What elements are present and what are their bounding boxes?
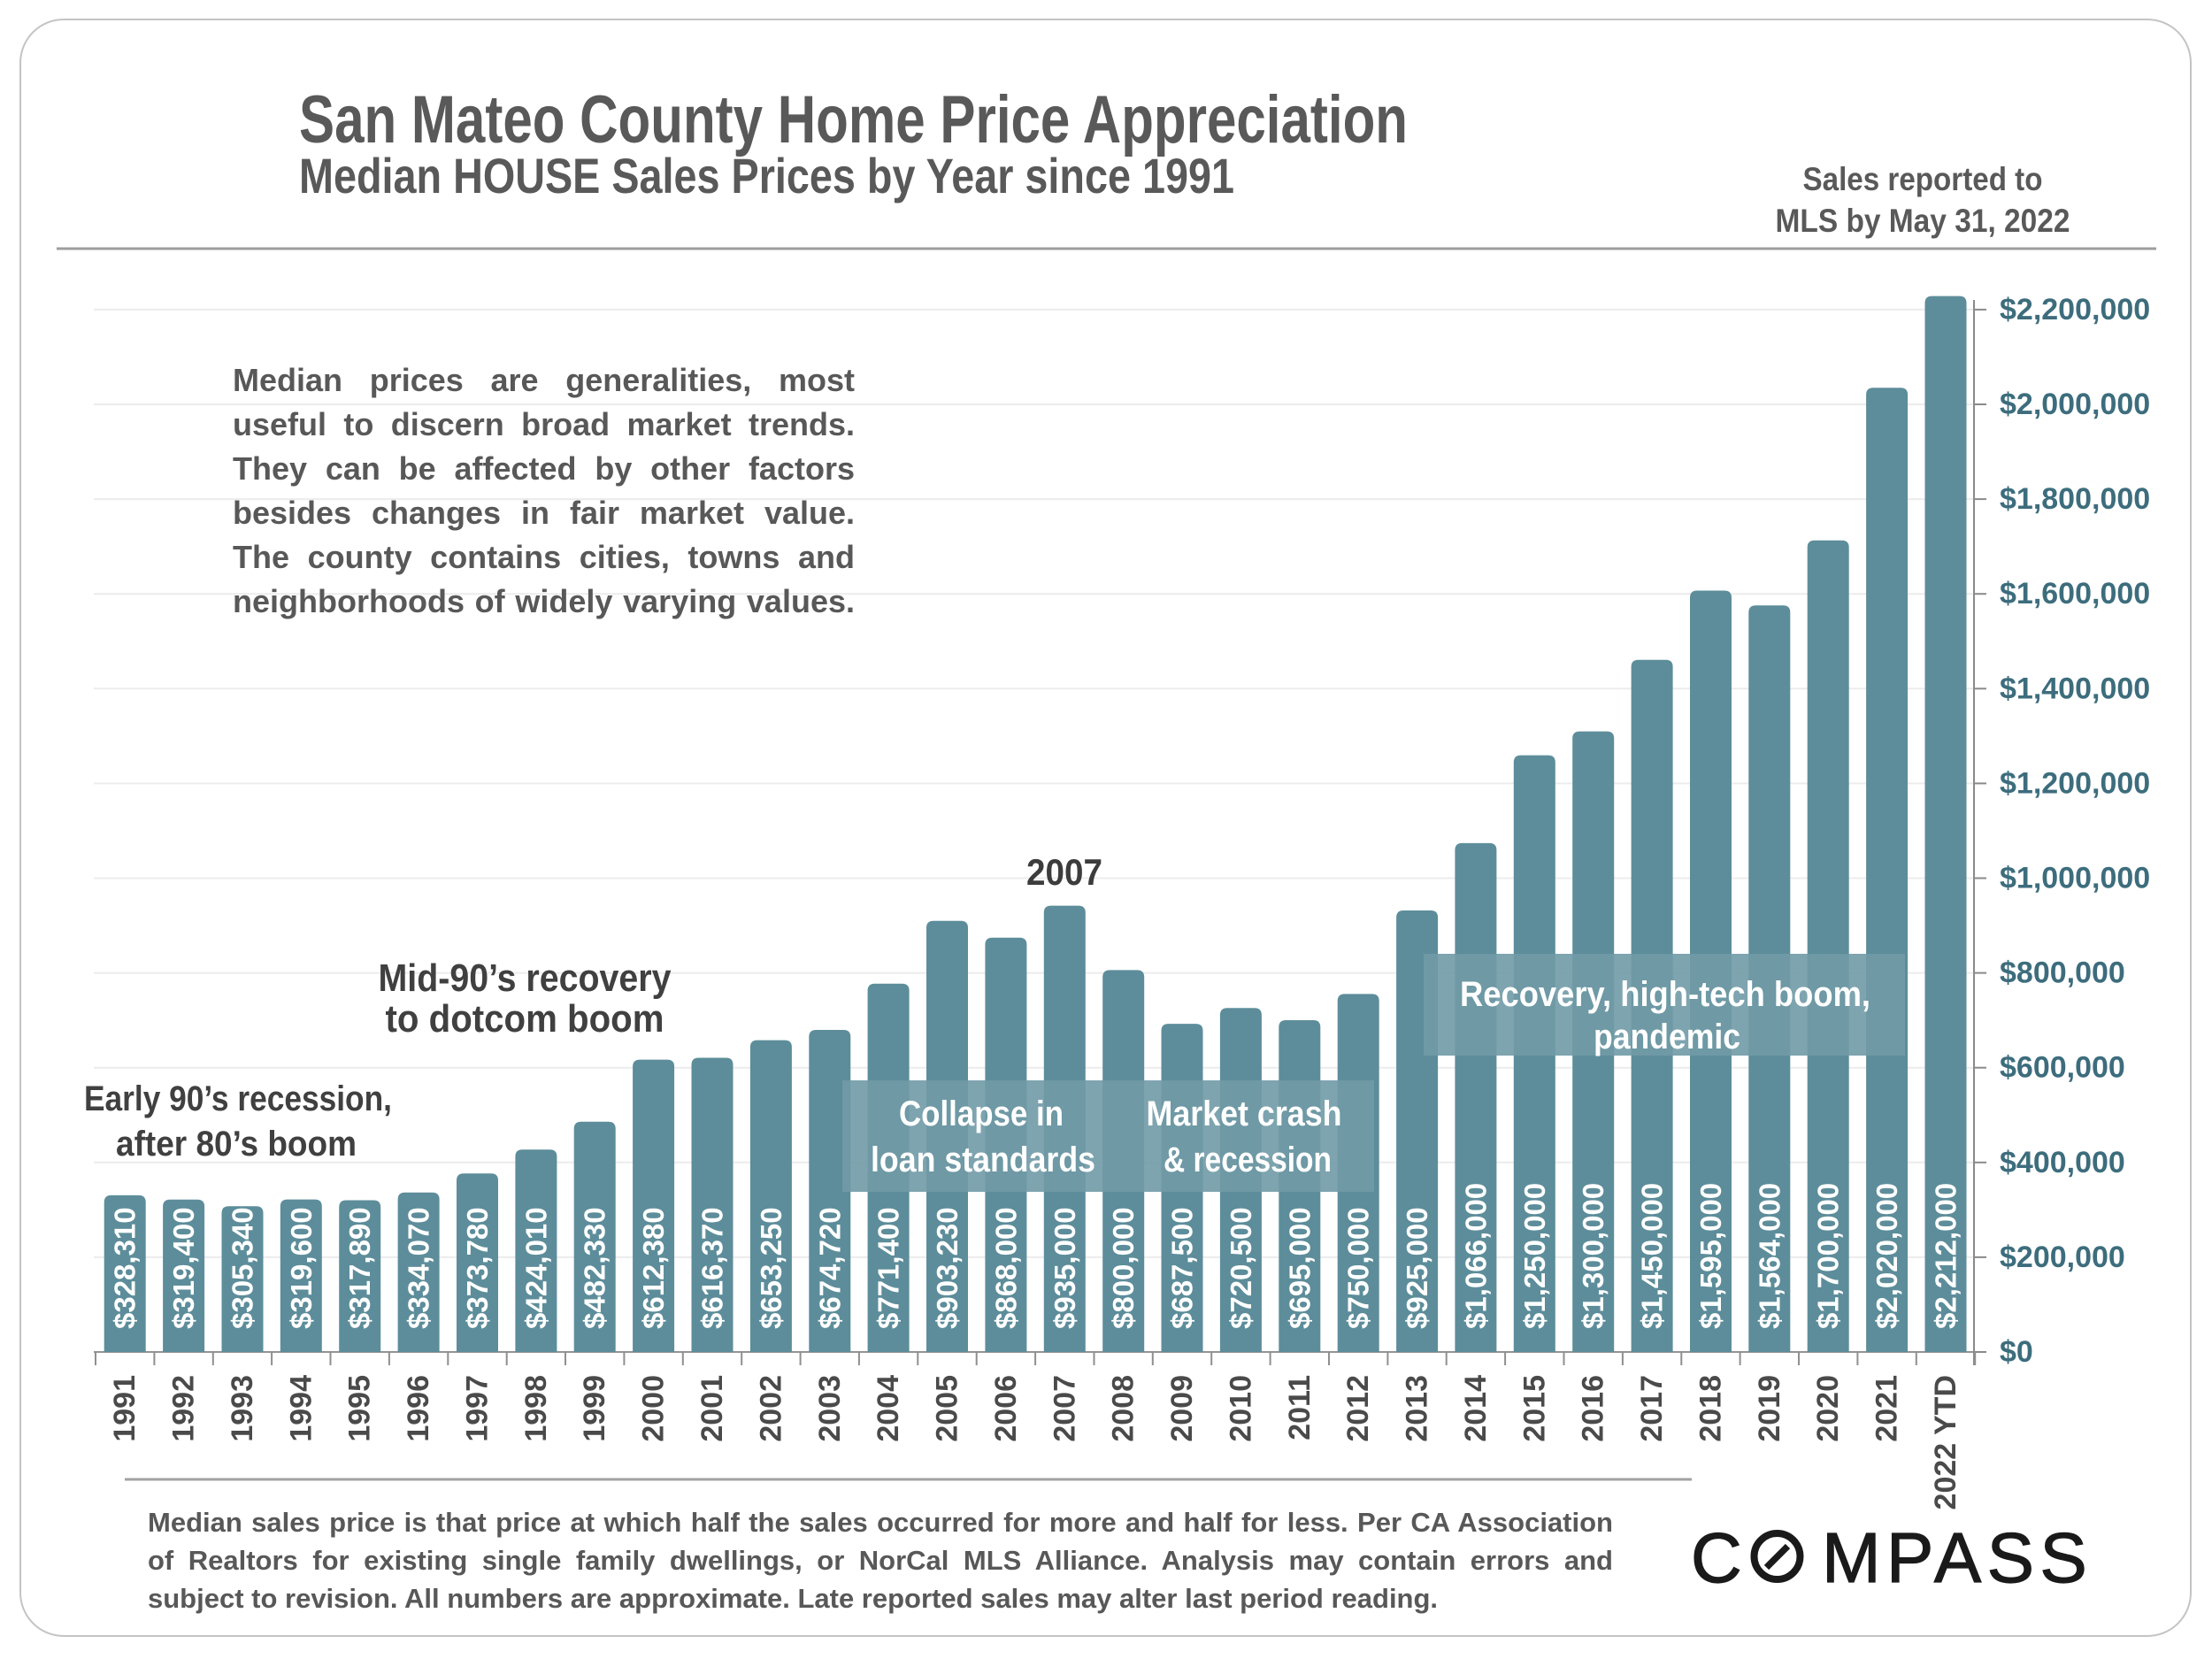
svg-text:1993: 1993 [226, 1375, 259, 1442]
svg-text:$1,800,000: $1,800,000 [2000, 482, 2150, 516]
svg-text:$903,230: $903,230 [931, 1207, 964, 1329]
svg-text:2012: 2012 [1341, 1375, 1375, 1442]
svg-text:$612,380: $612,380 [637, 1207, 670, 1329]
svg-text:$1,000,000: $1,000,000 [2000, 862, 2150, 895]
svg-text:$616,370: $616,370 [696, 1207, 729, 1329]
svg-text:$2,020,000: $2,020,000 [1870, 1183, 1903, 1329]
svg-text:$305,340: $305,340 [227, 1207, 259, 1329]
svg-text:2009: 2009 [1165, 1375, 1199, 1442]
svg-text:$200,000: $200,000 [2000, 1240, 2125, 1274]
svg-text:1991: 1991 [108, 1375, 142, 1442]
svg-text:2007: 2007 [1048, 1375, 1081, 1442]
svg-text:Market crash: Market crash [1147, 1094, 1342, 1133]
svg-text:2016: 2016 [1577, 1375, 1610, 1442]
svg-text:2013: 2013 [1401, 1375, 1434, 1442]
svg-text:2003: 2003 [813, 1375, 847, 1442]
svg-text:$1,450,000: $1,450,000 [1636, 1183, 1669, 1329]
svg-text:Early 90’s recession,: Early 90’s recession, [84, 1079, 392, 1118]
svg-text:2002: 2002 [754, 1375, 787, 1442]
svg-text:1994: 1994 [284, 1375, 318, 1442]
svg-text:$1,400,000: $1,400,000 [2000, 672, 2150, 705]
svg-text:2014: 2014 [1459, 1375, 1493, 1442]
svg-text:$674,720: $674,720 [813, 1207, 846, 1329]
svg-text:$482,330: $482,330 [579, 1207, 611, 1329]
svg-text:1992: 1992 [167, 1375, 201, 1442]
svg-text:2007: 2007 [1026, 851, 1102, 893]
svg-text:San Mateo County Home Price Ap: San Mateo County Home Price Appreciation [299, 82, 1408, 157]
svg-text:Recovery, high-tech boom,: Recovery, high-tech boom, [1460, 975, 1870, 1014]
svg-text:$800,000: $800,000 [2000, 956, 2125, 990]
svg-text:$687,500: $687,500 [1166, 1207, 1199, 1329]
svg-text:2020: 2020 [1811, 1375, 1845, 1442]
svg-text:$317,890: $317,890 [343, 1207, 376, 1329]
svg-text:$600,000: $600,000 [2000, 1051, 2125, 1085]
svg-text:$1,564,000: $1,564,000 [1753, 1183, 1786, 1329]
svg-text:Median HOUSE Sales Prices by Y: Median HOUSE Sales Prices by Year since … [299, 148, 1234, 204]
svg-text:$868,000: $868,000 [989, 1207, 1022, 1329]
svg-text:$328,310: $328,310 [109, 1207, 142, 1329]
svg-text:C: C [1691, 1518, 1742, 1597]
svg-text:$695,000: $695,000 [1283, 1207, 1316, 1329]
svg-text:2019: 2019 [1753, 1375, 1786, 1442]
svg-text:$1,300,000: $1,300,000 [1577, 1183, 1609, 1329]
svg-text:2006: 2006 [989, 1375, 1023, 1442]
svg-text:pandemic: pandemic [1594, 1018, 1740, 1056]
svg-text:Mid-90’s recovery: Mid-90’s recovery [379, 956, 672, 1000]
svg-text:$1,200,000: $1,200,000 [2000, 766, 2150, 800]
svg-text:2021: 2021 [1870, 1375, 1904, 1442]
svg-text:$373,780: $373,780 [461, 1207, 494, 1329]
svg-text:$334,070: $334,070 [403, 1207, 435, 1329]
svg-text:$319,600: $319,600 [285, 1207, 318, 1329]
svg-text:$800,000: $800,000 [1107, 1207, 1140, 1329]
svg-text:2005: 2005 [931, 1375, 964, 1442]
svg-text:$935,000: $935,000 [1048, 1207, 1081, 1329]
svg-text:MPASS: MPASS [1822, 1518, 2093, 1597]
svg-text:after 80’s boom: after 80’s boom [116, 1125, 357, 1164]
svg-text:1997: 1997 [461, 1375, 495, 1442]
svg-text:$1,066,000: $1,066,000 [1459, 1183, 1492, 1329]
svg-text:2015: 2015 [1517, 1375, 1551, 1442]
svg-text:$750,000: $750,000 [1342, 1207, 1375, 1329]
svg-text:2008: 2008 [1107, 1375, 1141, 1442]
svg-text:MLS by May 31, 2022: MLS by May 31, 2022 [1776, 203, 2070, 239]
svg-text:$2,200,000: $2,200,000 [2000, 293, 2150, 326]
svg-text:$1,700,000: $1,700,000 [1812, 1183, 1845, 1329]
svg-text:$2,212,000: $2,212,000 [1930, 1183, 1962, 1329]
svg-text:loan standards: loan standards [871, 1141, 1095, 1179]
svg-text:2010: 2010 [1224, 1375, 1257, 1442]
svg-text:2022 YTD: 2022 YTD [1929, 1375, 1962, 1509]
svg-text:$319,400: $319,400 [167, 1207, 200, 1329]
svg-text:$720,500: $720,500 [1225, 1207, 1257, 1329]
svg-text:1995: 1995 [343, 1375, 377, 1442]
svg-text:1996: 1996 [402, 1375, 435, 1442]
svg-text:Collapse in: Collapse in [899, 1094, 1064, 1133]
svg-text:$925,000: $925,000 [1401, 1207, 1433, 1329]
svg-text:$1,250,000: $1,250,000 [1518, 1183, 1551, 1329]
svg-text:Sales reported to: Sales reported to [1803, 161, 2043, 197]
svg-text:1998: 1998 [519, 1375, 553, 1442]
svg-text:$771,400: $771,400 [872, 1207, 905, 1329]
svg-text:2001: 2001 [695, 1375, 729, 1442]
svg-text:2017: 2017 [1635, 1375, 1669, 1442]
svg-text:$400,000: $400,000 [2000, 1146, 2125, 1179]
svg-text:to dotcom boom: to dotcom boom [386, 997, 664, 1041]
svg-text:$653,250: $653,250 [755, 1207, 787, 1329]
svg-text:2004: 2004 [872, 1375, 905, 1442]
svg-text:$1,600,000: $1,600,000 [2000, 577, 2150, 611]
svg-text:2011: 2011 [1283, 1375, 1317, 1440]
svg-text:2000: 2000 [637, 1375, 671, 1442]
svg-text:$1,595,000: $1,595,000 [1694, 1183, 1727, 1329]
svg-text:$424,010: $424,010 [519, 1207, 552, 1329]
svg-text:1999: 1999 [578, 1375, 611, 1442]
svg-text:& recession: & recession [1164, 1141, 1332, 1179]
svg-text:$2,000,000: $2,000,000 [2000, 388, 2150, 421]
svg-text:$0: $0 [2000, 1335, 2033, 1369]
svg-text:2018: 2018 [1694, 1375, 1728, 1442]
